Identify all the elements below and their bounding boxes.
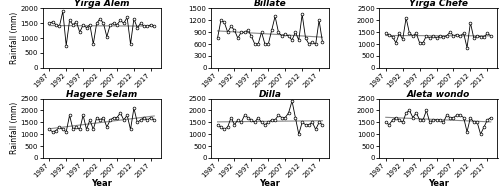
Y-axis label: Rainfall (mm): Rainfall (mm) [10, 12, 19, 64]
X-axis label: Year: Year [428, 179, 448, 188]
Title: Dilla: Dilla [258, 89, 281, 99]
Title: Hagere Selam: Hagere Selam [66, 89, 138, 99]
Title: Yirga Alem: Yirga Alem [74, 0, 130, 8]
Title: Billate: Billate [254, 0, 286, 8]
X-axis label: Year: Year [92, 179, 112, 188]
X-axis label: Year: Year [260, 179, 280, 188]
Title: Aleta wondo: Aleta wondo [406, 89, 470, 99]
Y-axis label: Rainfall (mm): Rainfall (mm) [10, 102, 19, 154]
Title: Yirga Chefe: Yirga Chefe [409, 0, 468, 8]
